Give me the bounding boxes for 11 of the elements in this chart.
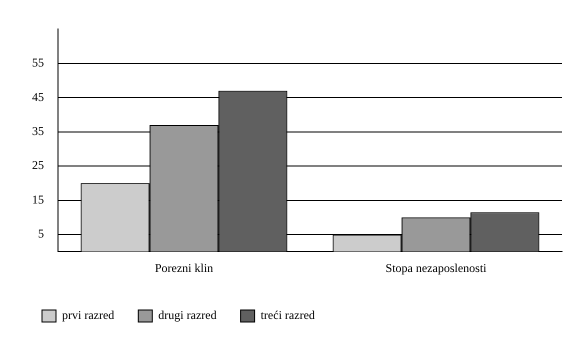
legend-label: drugi razred bbox=[158, 308, 217, 322]
legend-label: prvi razred bbox=[62, 308, 114, 322]
y-tick-label: 45 bbox=[32, 90, 44, 104]
y-tick-label: 55 bbox=[32, 56, 44, 70]
y-tick-label: 35 bbox=[32, 124, 44, 138]
y-tick-label: 5 bbox=[38, 226, 44, 241]
y-tick-label: 15 bbox=[32, 192, 44, 206]
legend-label: treći razred bbox=[260, 308, 315, 322]
x-tick-label: Porezni klin bbox=[154, 260, 214, 275]
x-tick-label: Stopa nezaposlenosti bbox=[386, 260, 488, 275]
y-tick-label: 25 bbox=[32, 158, 44, 172]
